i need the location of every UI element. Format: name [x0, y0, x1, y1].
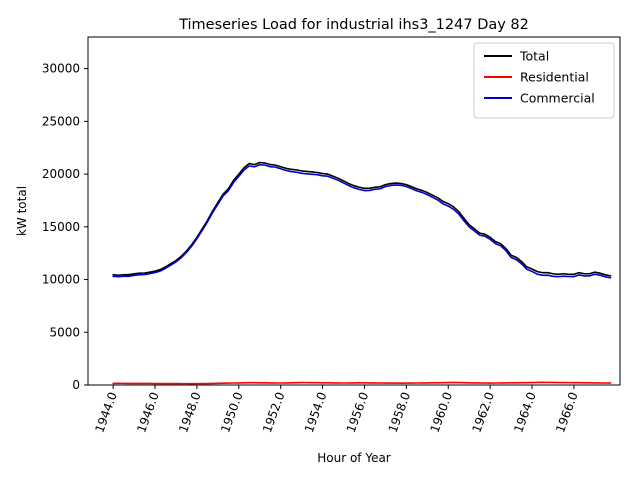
series-line-commercial	[112, 163, 612, 279]
plot-frame	[87, 36, 621, 386]
y-axis-label: kW total	[15, 186, 29, 236]
chart-title: Timeseries Load for industrial ihs3_1247…	[178, 17, 529, 33]
legend-label-total: Total	[519, 49, 549, 64]
series-layer	[112, 161, 612, 385]
y-axis: 0 5000 10000 15000 20000 25000 30000	[42, 62, 88, 392]
y-tick-label: 20000	[42, 167, 80, 181]
legend-label-residential: Residential	[520, 70, 589, 85]
legend: Total Residential Commercial	[473, 42, 615, 119]
y-tick-label: 25000	[42, 114, 80, 128]
y-tick-label: 10000	[42, 273, 80, 287]
y-tick-label: 15000	[42, 220, 80, 234]
x-axis-label: Hour of Year	[317, 451, 391, 465]
legend-label-commercial: Commercial	[520, 91, 595, 106]
y-tick-label: 0	[72, 378, 80, 392]
legend-box	[473, 42, 615, 119]
series-line-residential	[112, 381, 612, 385]
y-tick-label: 30000	[42, 62, 80, 76]
y-tick-label: 5000	[49, 325, 80, 339]
